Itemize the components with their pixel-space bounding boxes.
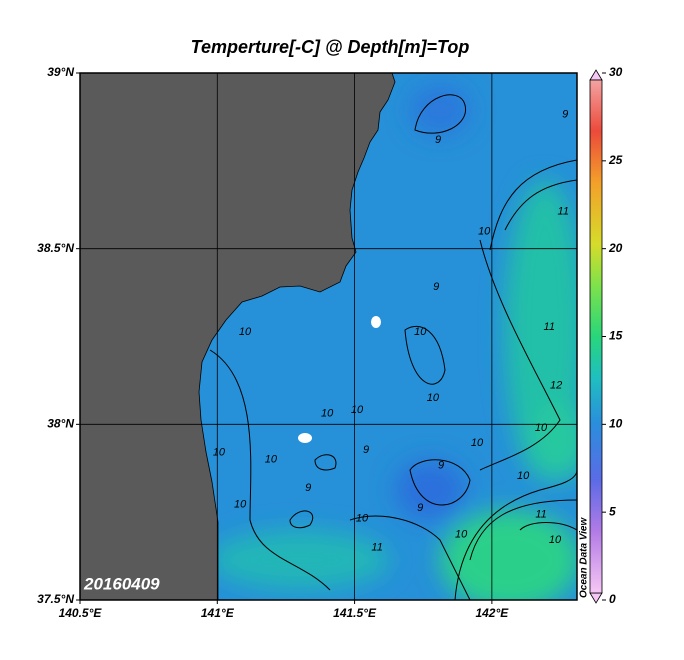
colorbar	[589, 79, 603, 594]
contour-label: 10	[321, 408, 334, 420]
contour-label: 10	[234, 499, 247, 511]
contour-label: 9	[438, 460, 444, 472]
map-title: Temperture[-C] @ Depth[m]=Top	[191, 37, 470, 57]
contour-label: 9	[433, 281, 439, 293]
contour-label: 9	[363, 444, 369, 456]
contour-labels: 9 9 10 11 9 10 10 11 12 10 10 10 10 10 10 9 9 10 10 9 10 9 10 1…	[213, 109, 569, 554]
y-tick-label: 38°N	[47, 417, 74, 431]
contour-label: 10	[549, 534, 562, 546]
colorbar-tick-label: 5	[609, 504, 616, 518]
contour-label: 9	[417, 502, 423, 514]
contour-label: 10	[239, 326, 252, 338]
contour-label: 9	[305, 482, 311, 494]
contour-label: 10	[471, 437, 484, 449]
x-tick-label: 142°E	[475, 606, 509, 620]
x-tick-label: 140.5°E	[59, 606, 103, 620]
contour-label: 10	[265, 454, 278, 466]
y-tick-label: 37.5°N	[37, 592, 74, 606]
warm-patches	[210, 85, 577, 600]
contour-label: 10	[535, 422, 548, 434]
contour-label: 10	[517, 470, 530, 482]
colorbar-tick-label: 30	[609, 65, 623, 79]
colorbar-tick-label: 15	[609, 329, 623, 343]
colorbar-tick-label: 25	[608, 153, 623, 167]
colorbar-tick-label: 20	[608, 241, 623, 255]
contour-label: 11	[558, 206, 569, 218]
date-stamp: 20160409	[83, 574, 160, 593]
contour-label: 11	[544, 321, 555, 333]
x-tick-label: 141.5°E	[333, 606, 377, 620]
watermark: Ocean Data View	[579, 517, 590, 598]
map-field: 9 9 10 11 9 10 10 11 12 10 10 10 10 10 10 9 9 10 10 9 10 9 10 1…	[80, 73, 577, 600]
contour-label: 10	[213, 447, 226, 459]
axes: 140.5°E 141°E 141.5°E 142°E 37.5°N 38°N 38.5°N…	[37, 65, 623, 620]
contour-label: 11	[535, 509, 546, 521]
contour-label: 9	[562, 109, 568, 121]
contour-label: 11	[371, 542, 382, 554]
contour-label: 9	[435, 134, 441, 146]
grid	[80, 73, 577, 600]
contour-label: 10	[414, 326, 427, 338]
land	[80, 73, 396, 600]
y-tick-label: 38.5°N	[37, 241, 74, 255]
contour-label: 10	[427, 392, 440, 404]
contour-label: 10	[356, 513, 369, 525]
contour-label: 12	[550, 380, 562, 392]
y-tick-label: 39°N	[47, 65, 74, 79]
x-tick-label: 141°E	[201, 606, 235, 620]
missing-data	[298, 433, 312, 443]
contour-label: 10	[478, 226, 491, 238]
colorbar-tick-label: 10	[609, 417, 623, 431]
contour-label: 10	[351, 404, 364, 416]
contour-label: 10	[455, 529, 468, 541]
colorbar-tick-label: 0	[609, 592, 616, 606]
map-frame	[79, 72, 578, 601]
missing-data	[371, 316, 381, 328]
contour-lines	[209, 94, 577, 600]
